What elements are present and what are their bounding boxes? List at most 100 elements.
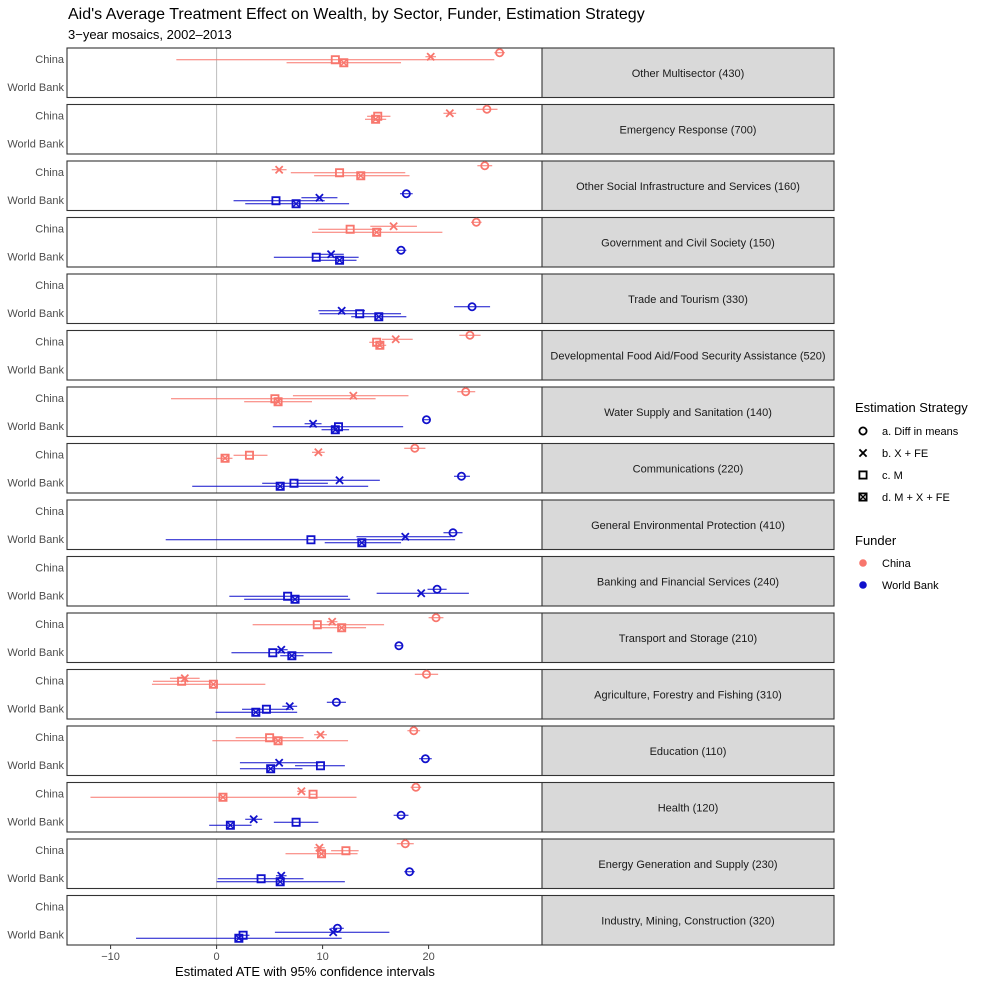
panel-background — [67, 726, 542, 776]
estimate-point — [314, 448, 323, 457]
strip-label: Education (110) — [650, 746, 727, 758]
estimate-point — [265, 733, 275, 743]
estimate-point — [349, 391, 358, 400]
panel-border — [66, 329, 835, 381]
estimate-point — [291, 199, 301, 209]
estimate-point — [220, 453, 230, 463]
panel-background — [67, 330, 542, 380]
strip-label: Industry, Mining, Construction (320) — [601, 915, 774, 927]
estimate-point — [244, 450, 254, 460]
estimate-point — [290, 594, 300, 604]
estimate-point — [445, 109, 455, 118]
estimate-point — [394, 641, 404, 651]
estimate-point — [277, 645, 286, 654]
estimate-point — [330, 55, 340, 65]
x-axis: −10 0 10 20 — [101, 945, 435, 963]
estimate-point — [355, 309, 365, 319]
panel-border — [66, 725, 835, 777]
legend-strategy-key — [858, 426, 868, 436]
estimate-point — [356, 171, 366, 181]
panel-border — [66, 781, 835, 833]
row-label-china: China — [35, 788, 65, 800]
estimate-point — [311, 252, 321, 262]
facet-panel: Government and Civil Society (150) China W… — [7, 216, 835, 268]
facet-panel: Trade and Tourism (330) China World Bank — [7, 273, 835, 325]
strip-background — [542, 443, 834, 493]
legend-strategy-label: b. X + FE — [882, 448, 928, 460]
estimate-point — [208, 679, 218, 689]
estimate-point — [456, 471, 466, 481]
panel-border — [66, 216, 835, 268]
legend-strategy-title: Estimation Strategy — [855, 400, 968, 415]
facet-panel: Banking and Financial Services (240) Chin… — [7, 555, 835, 607]
panel-background — [67, 387, 542, 437]
strip-background — [542, 104, 834, 154]
strip-label: Banking and Financial Services (240) — [597, 576, 779, 588]
strip-background — [542, 161, 834, 211]
estimate-point — [218, 792, 228, 802]
row-label-china: China — [35, 732, 65, 744]
x-tick-label: −10 — [101, 951, 120, 963]
strip-label: Developmental Food Aid/Food Security Ass… — [550, 350, 825, 362]
panel-border — [66, 386, 835, 438]
estimate-point — [177, 676, 187, 686]
row-label-world-bank: World Bank — [7, 873, 64, 885]
estimate-point — [337, 306, 346, 315]
row-label-china: China — [35, 506, 65, 518]
row-label-china: China — [35, 845, 65, 857]
panel-background — [67, 161, 542, 211]
strip-label: Trade and Tourism (330) — [628, 294, 748, 306]
estimate-point — [471, 217, 481, 227]
estimate-point — [345, 224, 355, 234]
estimate-point — [327, 617, 337, 626]
estimate-point — [401, 189, 411, 199]
estimate-point — [374, 312, 384, 322]
estimate-point — [391, 335, 400, 344]
row-label-china: China — [35, 280, 65, 292]
panel-background — [67, 443, 542, 493]
estimate-point — [289, 478, 299, 488]
estimate-point — [409, 726, 419, 736]
estimate-point — [411, 782, 421, 792]
row-label-china: China — [35, 675, 65, 687]
row-label-china: China — [35, 449, 65, 461]
estimate-point — [287, 651, 297, 661]
estimate-point — [405, 867, 415, 877]
strip-label: Other Multisector (430) — [632, 68, 744, 80]
estimate-point — [401, 532, 410, 541]
row-label-china: China — [35, 167, 65, 179]
row-label-world-bank: World Bank — [7, 534, 64, 546]
row-label-world-bank: World Bank — [7, 477, 64, 489]
x-axis-title: Estimated ATE with 95% confidence interv… — [175, 964, 435, 979]
strip-label: General Environmental Protection (410) — [591, 520, 785, 532]
estimate-point — [251, 707, 261, 717]
row-label-world-bank: World Bank — [7, 816, 64, 828]
estimate-point — [297, 787, 306, 796]
estimate-point — [256, 874, 266, 884]
row-label-china: China — [35, 901, 65, 913]
facet-panel: Industry, Mining, Construction (320) Chin… — [7, 894, 835, 946]
row-label-china: China — [35, 562, 65, 574]
panel-background — [67, 782, 542, 832]
facet-panels: Other Multisector (430) China World Bank Em… — [7, 47, 835, 946]
legend-funder-title: Funder — [855, 533, 897, 548]
strip-background — [542, 274, 834, 324]
facet-panel: Communications (220) China World Bank — [7, 442, 835, 494]
legend-strategy-key — [858, 448, 868, 458]
facet-panel: Emergency Response (700) China World Bank — [7, 103, 835, 155]
estimate-point — [495, 48, 505, 58]
strip-background — [542, 500, 834, 550]
estimate-point — [375, 340, 385, 350]
estimate-point — [285, 702, 294, 711]
panel-border — [66, 838, 835, 890]
estimate-point — [372, 227, 382, 237]
estimate-point — [312, 620, 322, 630]
legend-funder-label: World Bank — [882, 580, 939, 592]
strip-background — [542, 613, 834, 663]
strip-label: Agriculture, Forestry and Fishing (310) — [594, 689, 782, 701]
panel-background — [67, 217, 542, 267]
panel-border — [66, 273, 835, 325]
strip-background — [542, 330, 834, 380]
legend-funder-key — [859, 581, 867, 589]
